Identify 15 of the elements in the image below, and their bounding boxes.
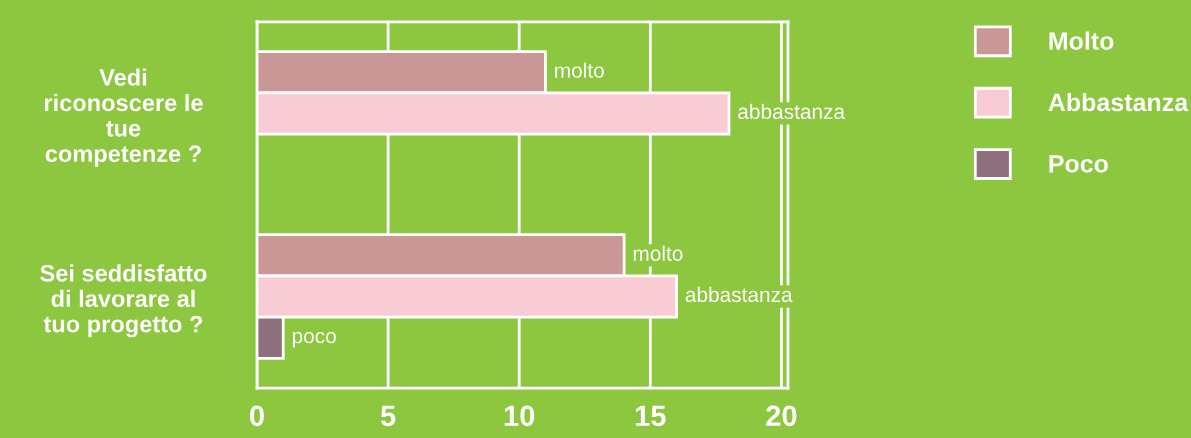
x-tick-label: 20 bbox=[766, 405, 797, 427]
x-tick-label: 0 bbox=[250, 405, 264, 427]
x-tick-label: 15 bbox=[635, 405, 666, 427]
data-label: abbastanza bbox=[738, 103, 846, 120]
y-tick-label: Vedi riconoscere le tue competenze ? bbox=[44, 68, 203, 167]
data-label: molto bbox=[555, 62, 604, 78]
legend-label: Molto bbox=[1049, 31, 1114, 50]
legend-label: Abbastanza bbox=[1048, 92, 1189, 112]
legend-label: Poco bbox=[1049, 155, 1108, 173]
data-label: molto bbox=[633, 245, 683, 261]
data-label: abbastanza bbox=[685, 286, 793, 303]
data-label: poco bbox=[292, 331, 336, 348]
x-tick-label: 5 bbox=[380, 405, 396, 427]
x-tick-label: 10 bbox=[504, 405, 535, 427]
y-tick-label: Sei seddisfatto di lavorare al tuo progetto ? bbox=[40, 264, 207, 338]
